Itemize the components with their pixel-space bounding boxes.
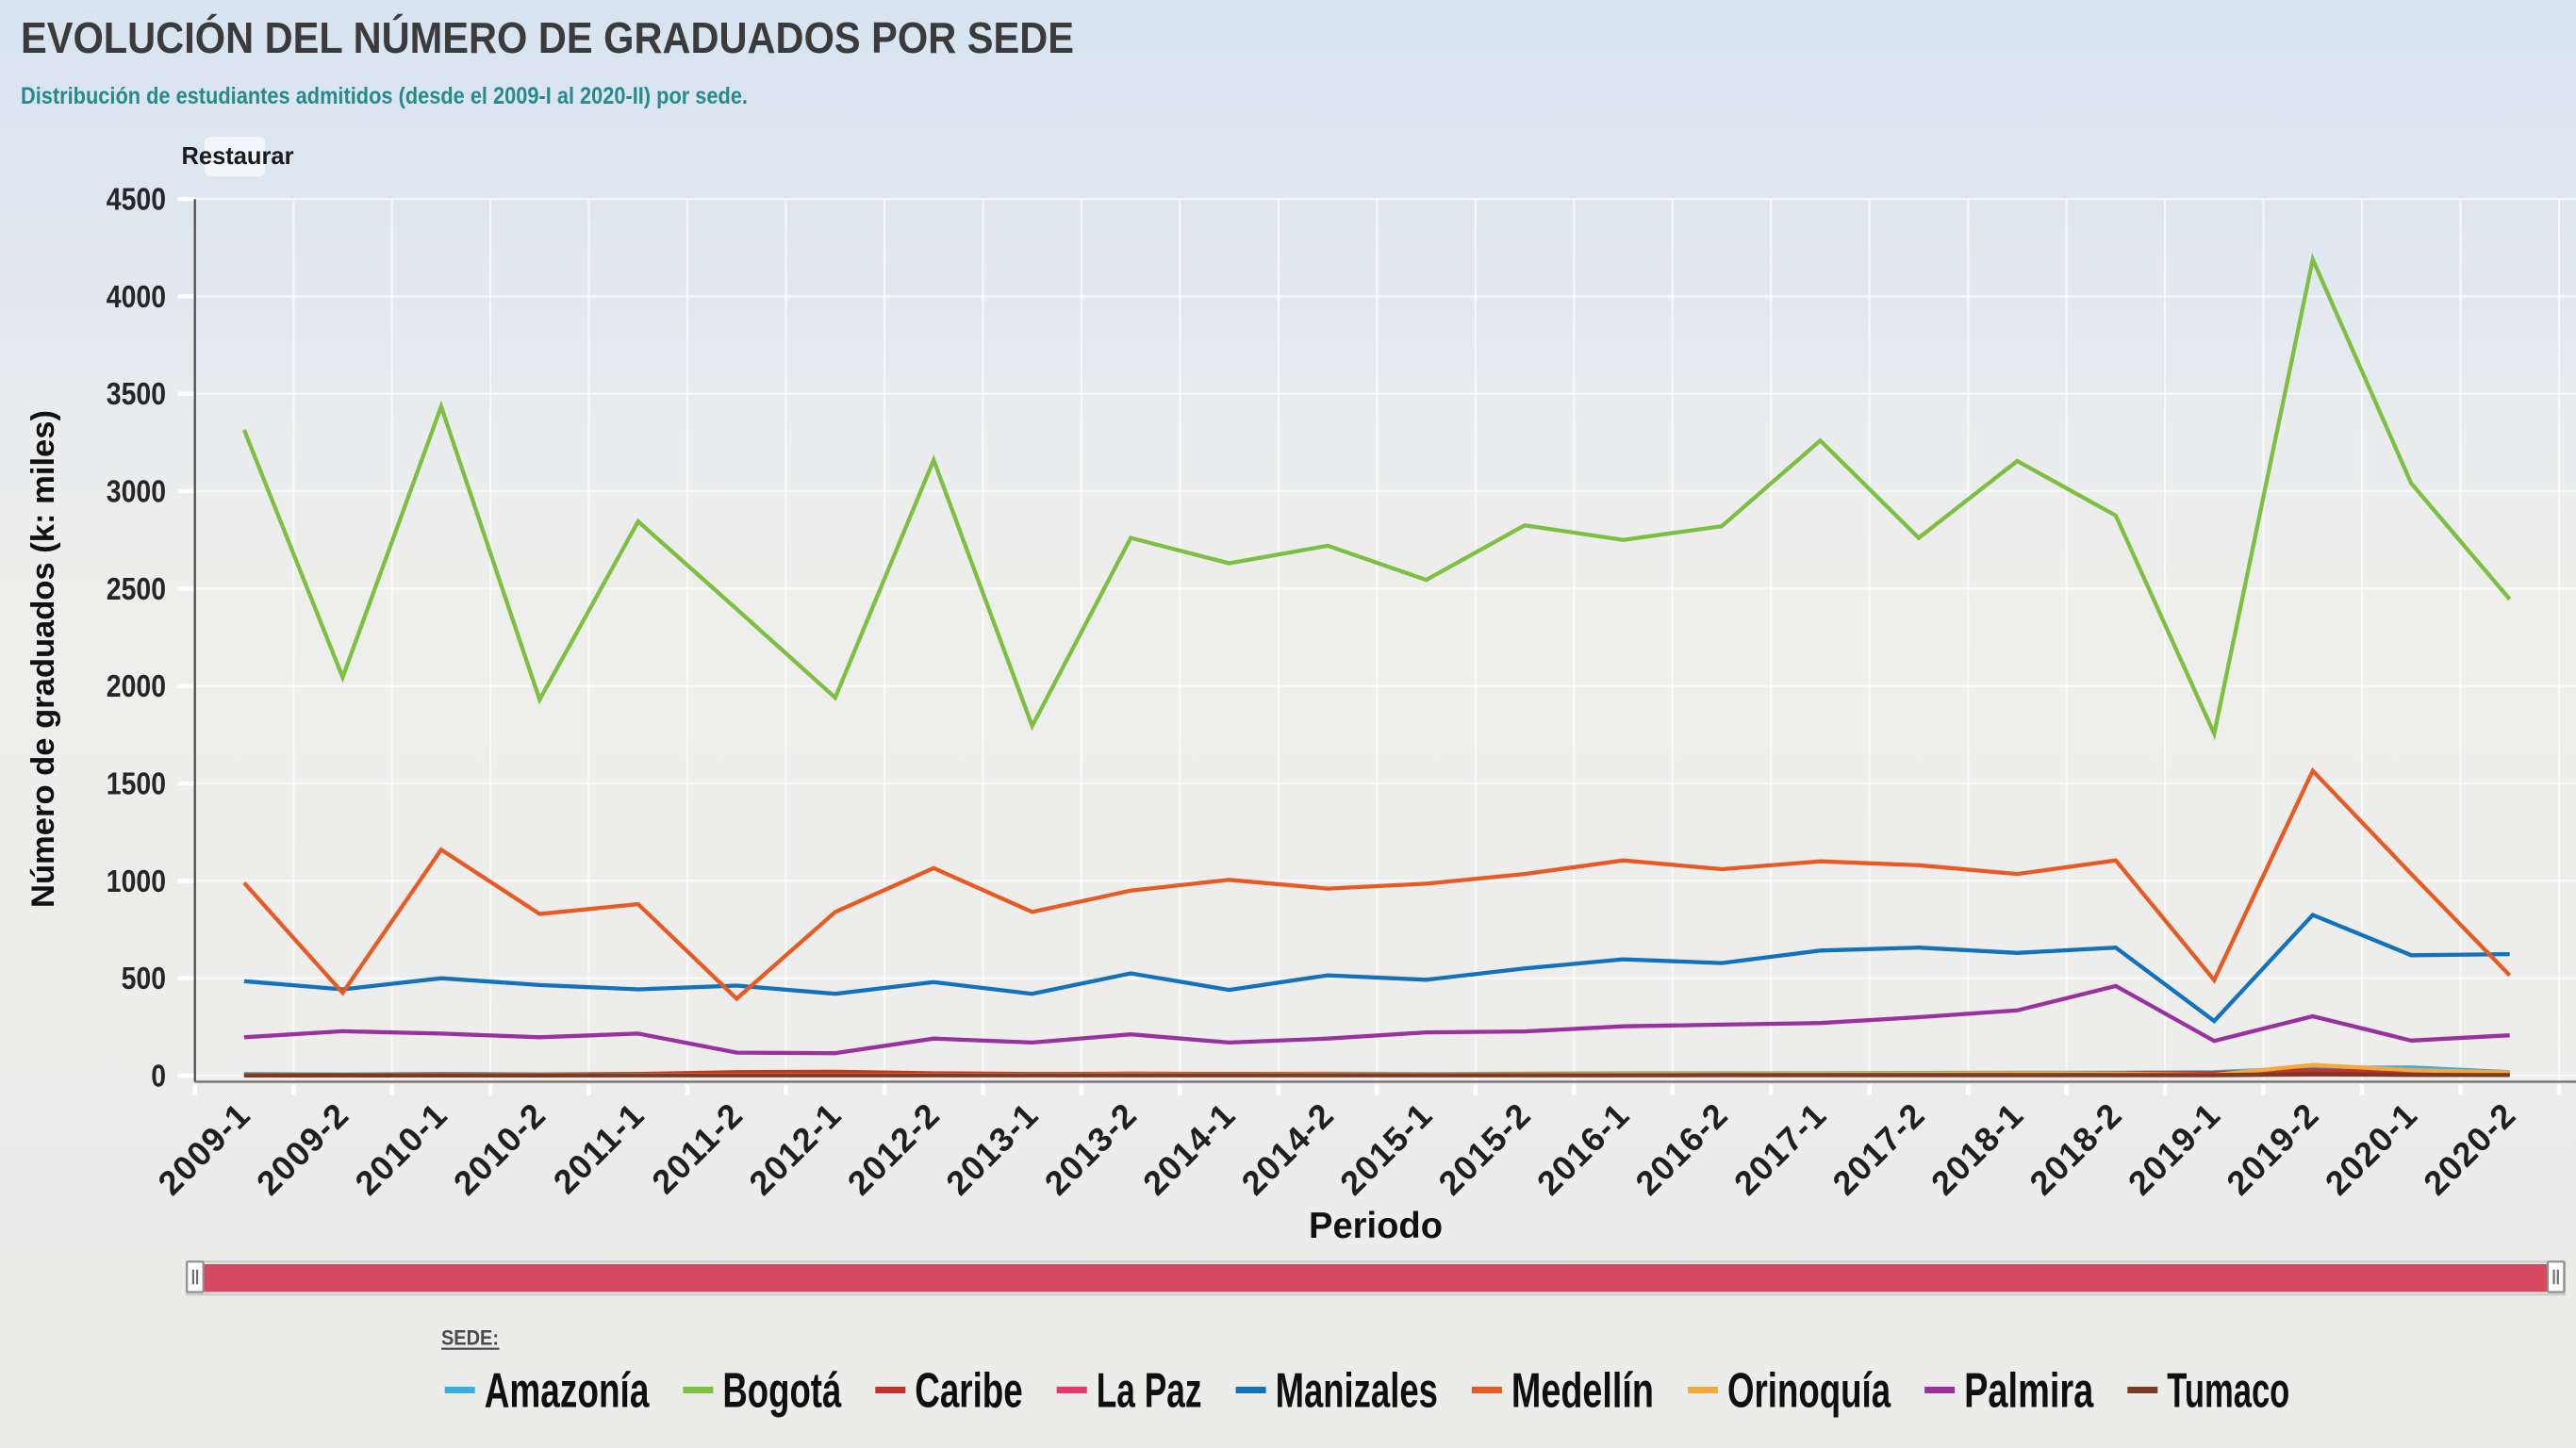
svg-text:Medellín: Medellín: [1511, 1363, 1654, 1418]
svg-text:2000: 2000: [107, 668, 166, 703]
svg-text:Caribe: Caribe: [915, 1363, 1022, 1418]
svg-text:Manizales: Manizales: [1276, 1363, 1438, 1418]
svg-text:500: 500: [122, 961, 166, 996]
svg-text:EVOLUCIÓN DEL NÚMERO DE GRADUA: EVOLUCIÓN DEL NÚMERO DE GRADUADOS POR SE…: [21, 13, 1074, 62]
svg-text:2500: 2500: [107, 571, 166, 606]
svg-text:Bogotá: Bogotá: [722, 1363, 842, 1418]
svg-text:Restaurar: Restaurar: [182, 141, 294, 170]
svg-text:0: 0: [151, 1059, 166, 1094]
svg-text:Número de graduados (k: miles): Número de graduados (k: miles): [25, 410, 61, 908]
svg-text:Tumaco: Tumaco: [2167, 1363, 2289, 1418]
svg-text:1500: 1500: [107, 766, 166, 801]
svg-text:4000: 4000: [107, 279, 166, 314]
svg-text:Palmira: Palmira: [1964, 1363, 2094, 1418]
svg-text:Orinoquía: Orinoquía: [1727, 1363, 1891, 1418]
svg-text:La Paz: La Paz: [1097, 1363, 1202, 1418]
svg-text:Distribución de estudiantes ad: Distribución de estudiantes admitidos (d…: [21, 83, 748, 109]
svg-text:4500: 4500: [107, 182, 166, 217]
svg-text:SEDE:: SEDE:: [441, 1325, 499, 1349]
svg-text:3500: 3500: [107, 376, 166, 411]
svg-text:1000: 1000: [107, 864, 166, 898]
svg-text:Amazonía: Amazonía: [485, 1363, 650, 1418]
svg-text:3000: 3000: [107, 474, 166, 509]
svg-text:Periodo: Periodo: [1309, 1206, 1443, 1246]
